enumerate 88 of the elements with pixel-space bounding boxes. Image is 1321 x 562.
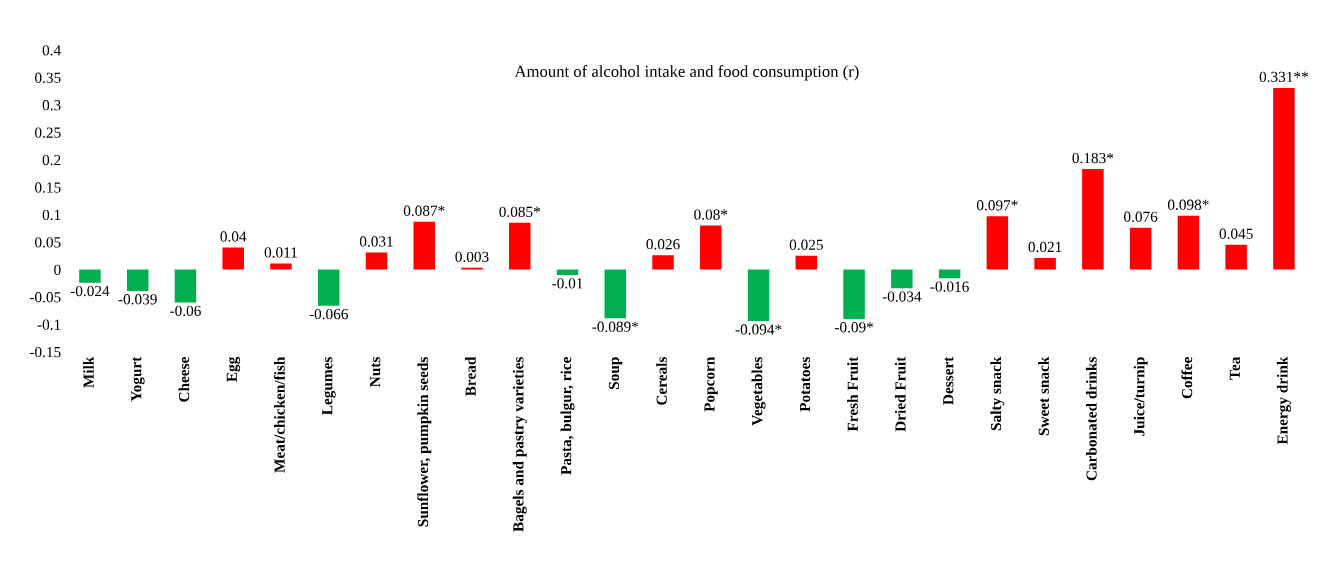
data-label: 0.045	[1219, 228, 1253, 239]
data-label: 0.097*	[976, 200, 1018, 211]
x-tick-label: Cereals	[656, 357, 667, 405]
x-tick-label: Juice/turnip	[1133, 357, 1148, 436]
bar	[891, 269, 913, 289]
x-tick-label: Potatoes	[799, 357, 811, 412]
data-label: 0.011	[264, 247, 297, 258]
bar	[1129, 227, 1152, 270]
bar	[795, 255, 818, 270]
text: Amount of alcohol intake and food consumption (r)	[514, 65, 859, 81]
data-label: -0.039	[118, 294, 157, 305]
bar	[1034, 257, 1056, 270]
data-label: -0.024	[70, 285, 110, 297]
x-tick-label: Bread	[465, 356, 476, 397]
bar	[1082, 169, 1104, 270]
x-tick-label: Coffee	[1181, 357, 1193, 399]
y-tick-label: 0.1	[42, 209, 61, 221]
y-tick-label: 0.4	[42, 45, 61, 56]
data-label: 0.098*	[1167, 199, 1209, 210]
bar	[317, 269, 340, 306]
bar	[747, 269, 770, 322]
x-tick-label: Pasta, bulgur, rice	[560, 357, 575, 475]
x-tick-label: Legumes	[322, 357, 336, 415]
bar	[174, 269, 197, 303]
x-tick-label: Cheese	[178, 357, 190, 402]
x-tick-label: Vegetables	[751, 357, 766, 426]
x-tick-label: Yogurt	[131, 356, 145, 402]
x-tick-label: Nuts	[370, 357, 381, 387]
data-label: -0.066	[309, 308, 348, 320]
x-tick-label: Fresh Fruit	[847, 356, 858, 432]
bar	[509, 222, 531, 270]
y-tick-label: 0.15	[35, 182, 61, 193]
bar	[413, 221, 435, 270]
x-tick-label: Meat/chicken/fish	[273, 356, 285, 473]
x-tick-label: Popcorn	[704, 356, 718, 412]
y-tick-label: 0.05	[35, 237, 61, 248]
bar	[1177, 215, 1200, 270]
y-tick-label: 0.3	[42, 100, 61, 111]
y-tick-label: -0.05	[29, 292, 61, 303]
bar	[652, 255, 674, 270]
bar	[986, 216, 1009, 270]
x-tick-label: Tea	[1229, 356, 1240, 380]
data-label: -0.094*	[735, 324, 782, 335]
data-label: 0.183*	[1072, 152, 1114, 164]
data-label: 0.331**	[1259, 71, 1309, 83]
x-tick-label: Bagels and pastry varieties	[512, 357, 527, 532]
data-label: 0.087*	[403, 205, 445, 216]
data-label: -0.089*	[592, 321, 639, 332]
x-tick-label: Dried Fruit	[894, 356, 906, 432]
data-label: 0.076	[1124, 211, 1158, 222]
bar	[1273, 87, 1295, 270]
data-label: -0.034	[882, 291, 922, 302]
data-label: 0.08*	[694, 209, 728, 220]
bar	[222, 247, 244, 270]
x-tick-label: Carbonated drinks	[1085, 357, 1097, 481]
data-label: 0.085*	[499, 206, 541, 218]
bar	[79, 269, 101, 283]
data-label: -0.09*	[834, 322, 874, 333]
y-tick-label: 0.35	[35, 72, 61, 83]
bar	[843, 269, 865, 319]
x-tick-label: Dessert	[943, 356, 954, 405]
x-tick-label: Egg	[226, 356, 241, 382]
bar	[1225, 244, 1247, 270]
y-tick-label: 0.2	[42, 154, 61, 166]
x-tick-label: Soup	[608, 357, 623, 389]
data-label: -0.01	[552, 278, 583, 289]
bar	[365, 252, 388, 270]
bar	[270, 263, 292, 270]
y-tick-label: 0.25	[35, 127, 61, 138]
data-label: -0.06	[170, 305, 201, 317]
data-label: 0.031	[359, 236, 393, 247]
bar	[604, 269, 627, 319]
x-tick-label: Sunflower, pumpkin seeds	[417, 357, 432, 527]
bar	[700, 225, 722, 270]
bar	[126, 269, 149, 291]
y-tick-label: 0	[54, 264, 61, 275]
data-label: 0.025	[789, 239, 823, 250]
x-tick-label: Milk	[83, 356, 94, 388]
data-label: 0.003	[455, 251, 489, 263]
x-tick-label: Sweet snack	[1038, 356, 1049, 436]
data-label: 0.021	[1028, 241, 1062, 253]
y-tick-label: -0.1	[37, 319, 61, 330]
y-tick-label: -0.15	[29, 346, 61, 358]
data-label: 0.04	[220, 231, 247, 242]
x-tick-label: Energy drink	[1276, 356, 1291, 445]
x-tick-label: Salty snack	[990, 356, 1005, 431]
data-label: -0.016	[930, 281, 969, 292]
data-label: 0.026	[646, 239, 680, 250]
